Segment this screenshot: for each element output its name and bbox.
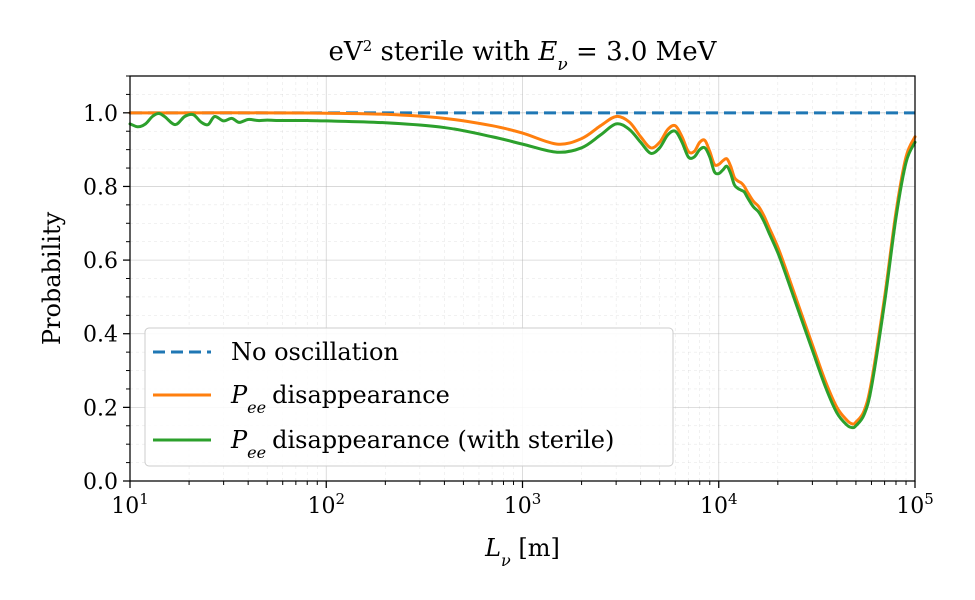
y-tick-label: 0.8 (83, 175, 118, 200)
legend-label-pee: Pee disappearance (230, 381, 450, 417)
x-tick-label: 103 (504, 490, 542, 519)
y-axis-label: Probability (38, 211, 66, 345)
x-tick-label: 105 (896, 490, 934, 519)
x-tick-label: 104 (700, 490, 738, 519)
legend: No oscillation Pee disappearance Pee disap… (144, 327, 674, 467)
y-tick-label: 0.4 (83, 323, 118, 348)
series-layer (128, 111, 917, 430)
axis-ticks: 101 102 103 104 105 0.0 0.2 0.4 0.6 0.8 1.0 (83, 75, 934, 519)
y-tick-label: 0.2 (83, 396, 118, 421)
series-line-1 (128, 111, 917, 426)
legend-label-no-oscillation: No oscillation (231, 338, 399, 366)
x-axis-label: Lν [m] (484, 534, 560, 570)
legend-label-pee-sterile: Pee disappearance (with sterile) (230, 426, 614, 462)
y-tick-label: 0.6 (83, 249, 118, 274)
x-tick-label: 102 (307, 490, 345, 519)
y-tick-label: 1.0 (83, 102, 118, 127)
legend-box (144, 327, 674, 467)
x-tick-label: 101 (111, 490, 149, 519)
series-line-2 (128, 112, 917, 430)
chart-title: eV2 sterile with Eν = 3.0 MeV (329, 37, 718, 75)
y-tick-label: 0.0 (83, 470, 118, 495)
